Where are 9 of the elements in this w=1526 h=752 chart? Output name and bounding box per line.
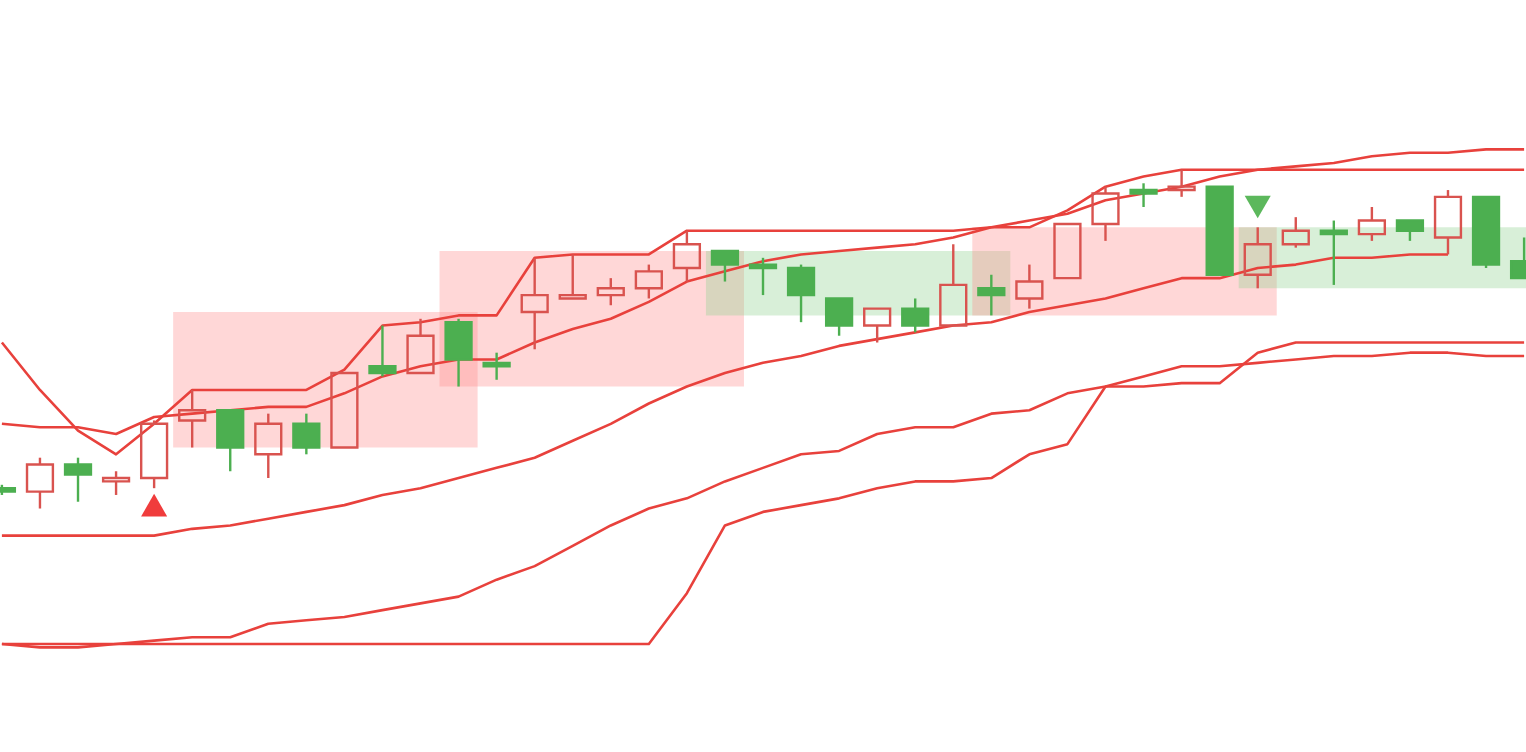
candlestick (1129, 182, 1158, 209)
candlestick (1091, 185, 1120, 243)
candlestick (178, 388, 207, 449)
candlestick (1015, 263, 1044, 310)
candlestick (977, 273, 1006, 317)
candlestick (520, 256, 549, 351)
candlestick (1167, 168, 1196, 199)
candlestick (482, 351, 511, 381)
candlestick (292, 412, 321, 456)
